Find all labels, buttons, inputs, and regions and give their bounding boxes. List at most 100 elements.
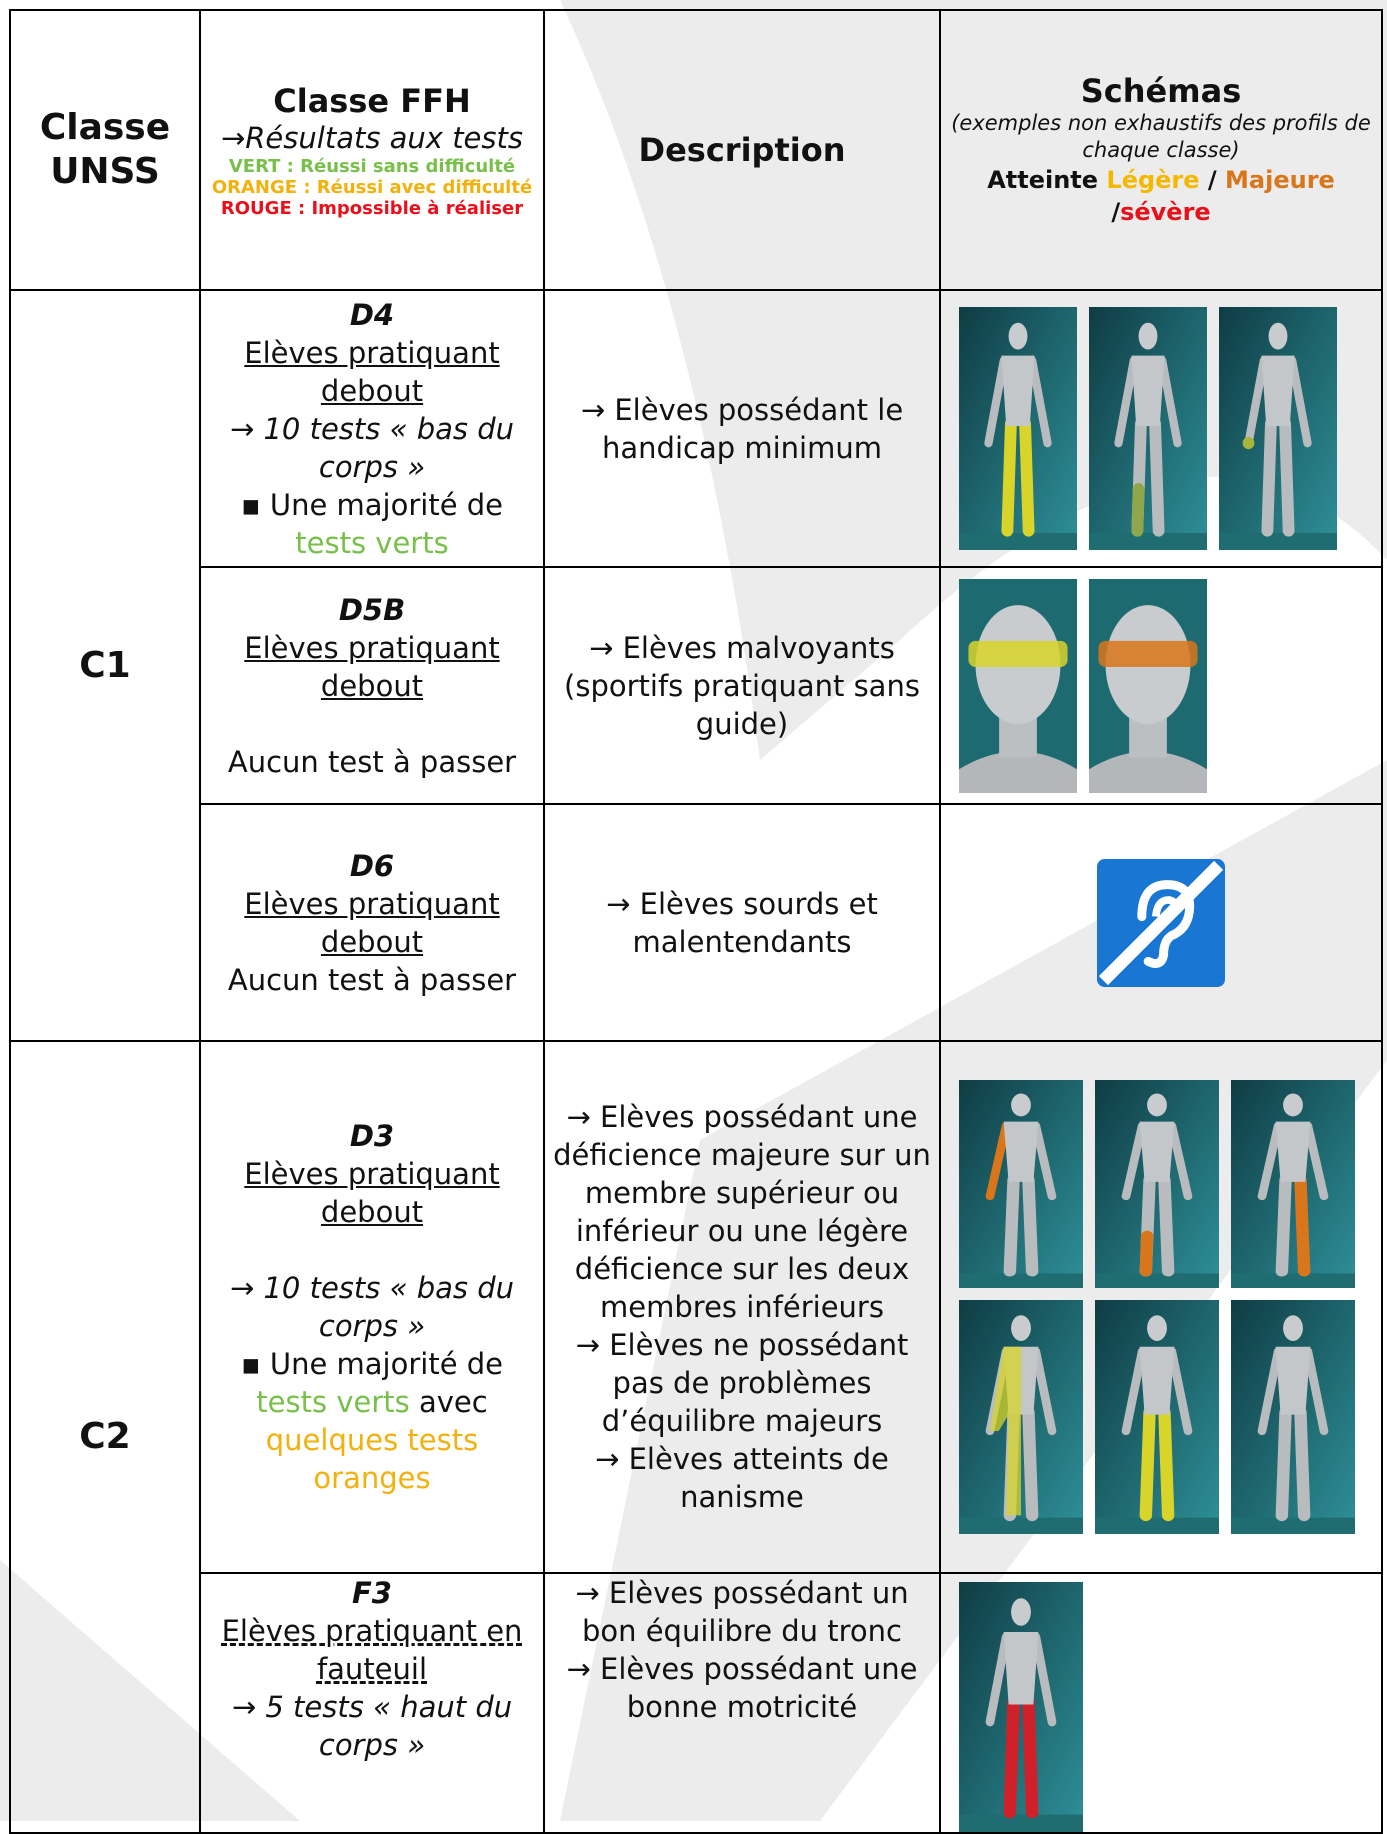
severity-severe: sévère — [1120, 198, 1211, 226]
body-schema — [1231, 1300, 1355, 1534]
rleg — [1022, 1695, 1039, 1819]
body-schema — [959, 307, 1077, 550]
body-schema — [959, 1582, 1083, 1832]
ffh-code: D6 — [349, 848, 395, 883]
rleg — [1294, 1174, 1311, 1277]
description: → Elèves ne possédant pas de problèmes d… — [575, 1328, 909, 1438]
larm — [985, 1122, 1011, 1201]
ffh-code: D5B — [338, 592, 406, 627]
floor — [959, 1517, 1083, 1534]
floor — [1219, 532, 1337, 550]
lleg — [1261, 417, 1277, 537]
floor — [1095, 1273, 1219, 1288]
header-title: Schémas — [1080, 72, 1242, 110]
rleg — [1158, 1174, 1175, 1277]
floor — [959, 1814, 1083, 1832]
lleg — [1003, 1695, 1020, 1819]
head — [1147, 1093, 1167, 1117]
separator: / — [1111, 198, 1121, 226]
figures — [947, 578, 1375, 793]
eye-band — [1098, 640, 1198, 667]
rarm — [1031, 1347, 1057, 1436]
schemas-cell — [939, 566, 1383, 805]
larm — [984, 356, 1008, 448]
ffh-cell: D3 Elèves pratiquant debout → 10 tests «… — [199, 1040, 545, 1574]
tests: Aucun test à passer — [227, 744, 517, 779]
lleg — [1003, 1174, 1020, 1277]
head — [1268, 322, 1288, 350]
head — [1283, 1315, 1303, 1341]
body-schema — [959, 1080, 1083, 1288]
description-cell: → Elèves sourds et malentendants — [543, 803, 941, 1042]
unss-class: C2 — [9, 1040, 201, 1834]
rleg — [1019, 417, 1035, 537]
torso — [1001, 355, 1035, 427]
torso — [1275, 1346, 1311, 1415]
header-cell: Classe UNSS — [9, 9, 201, 291]
tests-result: ▪ Une majorité de tests verts avec quelq… — [207, 1345, 537, 1497]
torso — [1261, 355, 1295, 427]
tests: → 10 tests « bas du corps » — [229, 411, 515, 484]
rarm — [1167, 1347, 1193, 1436]
head — [1011, 1315, 1031, 1341]
description: → Elèves atteints de nanisme — [595, 1442, 889, 1514]
severity-legend: Atteinte Légère / Majeure /sévère — [947, 164, 1375, 228]
figures — [947, 307, 1375, 550]
ffh-cell: F3 Elèves pratiquant en fauteuil → 5 tes… — [199, 1572, 545, 1834]
figures — [947, 1080, 1375, 1534]
header-note: (exemples non exhaustifs des profils de … — [951, 111, 1371, 162]
header-cell: Schémas (exemples non exhaustifs des pro… — [939, 9, 1383, 291]
torso — [1139, 1346, 1175, 1415]
header-title: Classe FFH — [273, 81, 471, 120]
schemas-cell — [939, 803, 1383, 1042]
body-schema — [1231, 1080, 1355, 1288]
description-cell: → Elèves possédant une déficience majeur… — [543, 1040, 941, 1574]
practice: Elèves pratiquant debout — [244, 886, 500, 959]
floor — [959, 1273, 1083, 1288]
body-schema — [1095, 1300, 1219, 1534]
lleg — [1001, 417, 1017, 537]
row-d4: C1 D4 Elèves pratiquant debout → 10 test… — [9, 289, 1383, 1042]
head-schema — [959, 578, 1077, 793]
schemas-cell — [939, 289, 1383, 568]
torso — [1003, 1121, 1039, 1182]
rleg — [1022, 1174, 1039, 1277]
description: → Elèves possédant un bon équilibre du t… — [575, 1576, 909, 1648]
unss-class-text: C2 — [79, 1416, 131, 1457]
half — [990, 1346, 1021, 1516]
result-text: avec — [418, 1385, 488, 1419]
larm — [1257, 1347, 1283, 1436]
row-d5b: D5B Elèves pratiquant debout Aucun test … — [10, 566, 1383, 805]
shoulders — [1089, 750, 1207, 793]
head — [1011, 1093, 1031, 1117]
legend-red: ROUGE : Impossible à réaliser — [220, 197, 524, 219]
larm — [1244, 356, 1268, 448]
rleg — [1279, 417, 1295, 537]
shoulders — [959, 750, 1077, 793]
header-text: Classe UNSS — [39, 107, 171, 192]
larm — [985, 1632, 1011, 1727]
rarm — [1028, 356, 1052, 448]
description-cell: → Elèves possédant le handicap minimum — [543, 289, 941, 568]
torso — [1275, 1121, 1311, 1182]
ffh-cell: D5B Elèves pratiquant debout Aucun test … — [199, 566, 545, 805]
header-cell: Classe FFH →Résultats aux tests VERT : R… — [199, 9, 545, 291]
floor — [1231, 1273, 1355, 1288]
rarm — [1303, 1122, 1329, 1201]
ffh-code: F3 — [352, 1576, 392, 1610]
result-text: ▪ Une majorité de — [240, 487, 504, 522]
head — [1011, 1598, 1031, 1626]
floor — [1089, 532, 1207, 550]
deaf-icon — [1097, 858, 1225, 987]
practice: Elèves pratiquant debout — [244, 1157, 500, 1229]
practice: Elèves pratiquant debout — [244, 335, 500, 408]
floor — [1231, 1517, 1355, 1534]
severity-text: Atteinte — [987, 166, 1099, 194]
schemas-cell — [939, 1572, 1383, 1834]
severity-light: Légère — [1106, 166, 1200, 194]
separator: / — [1207, 166, 1217, 194]
figures — [947, 1582, 1375, 1832]
row-f3: F3 Elèves pratiquant en fauteuil → 5 tes… — [10, 1572, 1383, 1834]
result-green: tests verts — [256, 1385, 410, 1419]
ffh-code: D3 — [349, 1119, 395, 1153]
